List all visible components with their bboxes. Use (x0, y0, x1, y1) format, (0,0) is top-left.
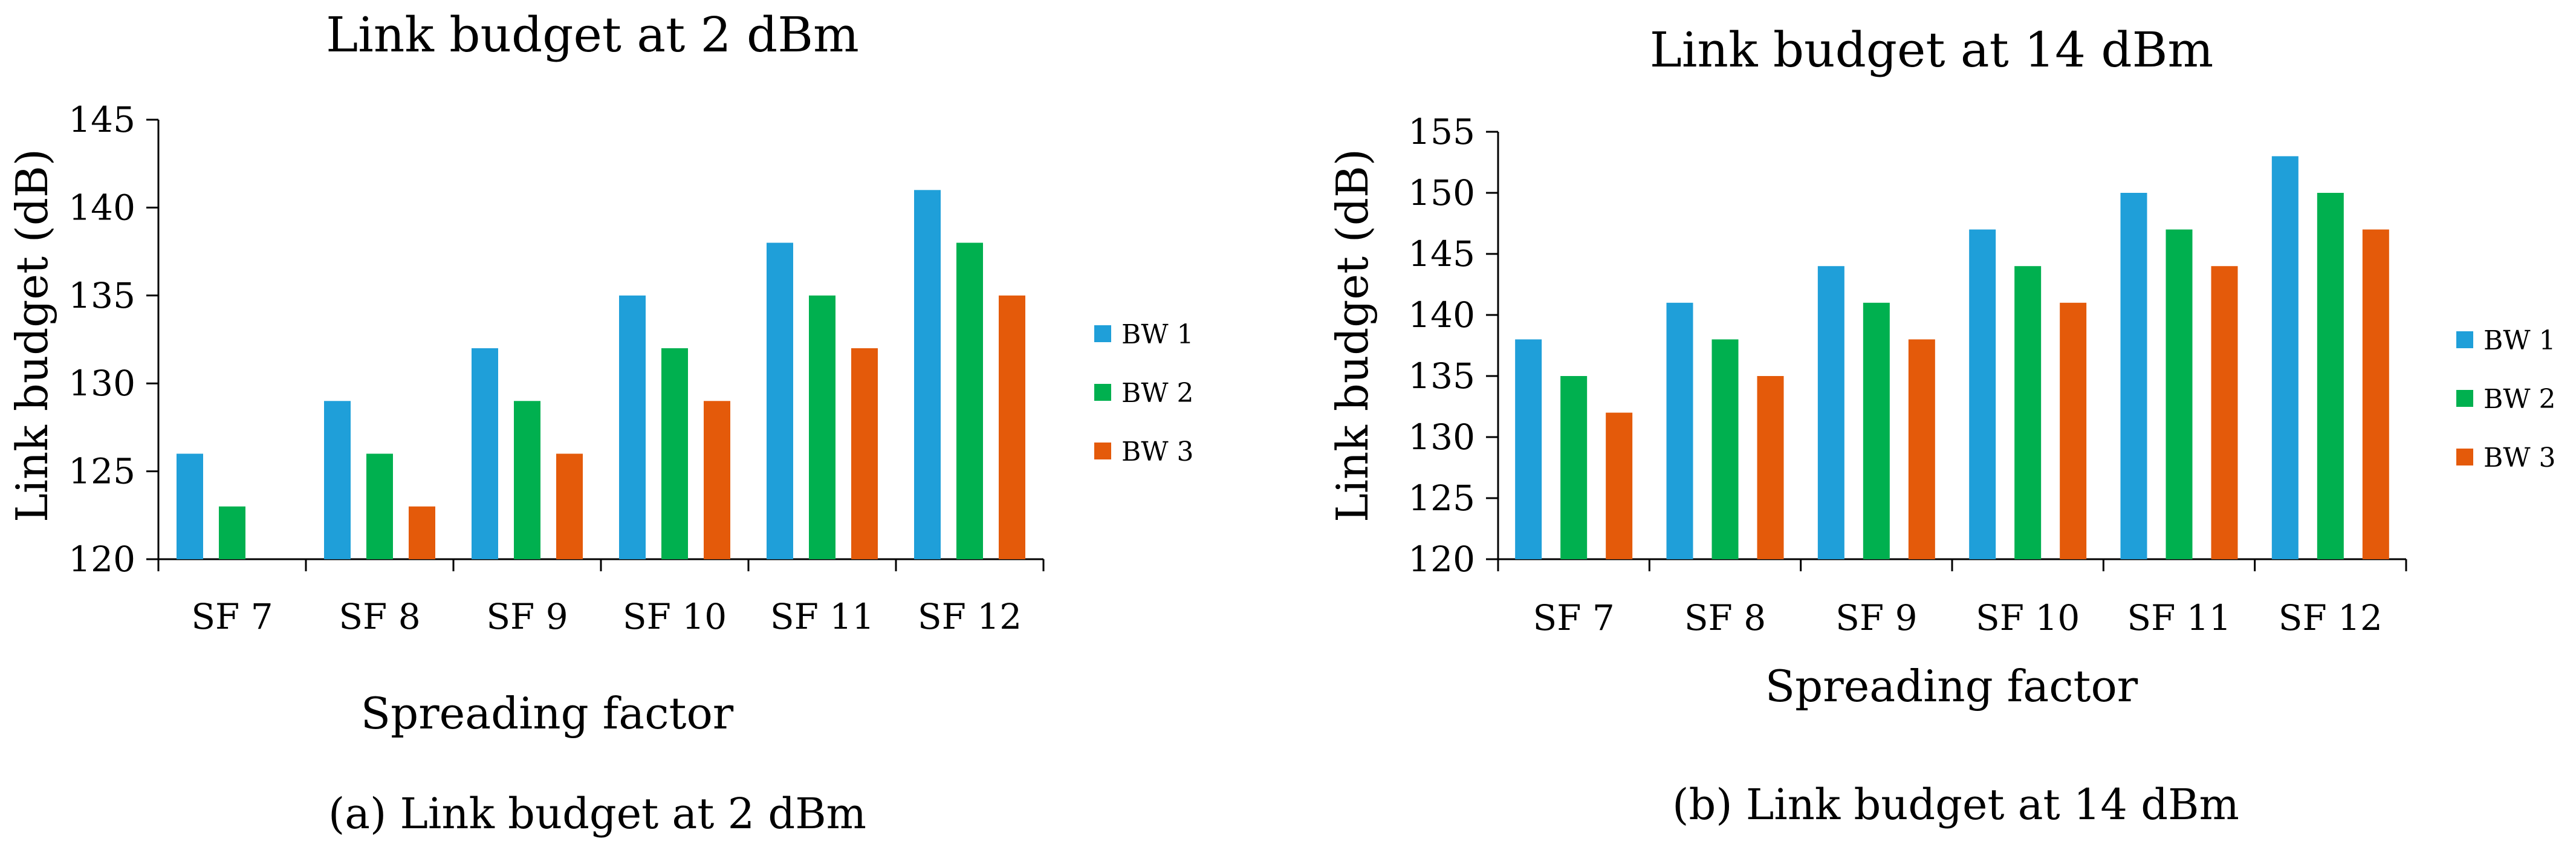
legend-swatch (2456, 331, 2473, 348)
y-tick-label: 125 (1408, 478, 1475, 519)
chart-a-x-axis-label: Spreading factor (361, 688, 734, 739)
y-tick-label: 155 (1408, 111, 1475, 152)
x-tick-label: SF 7 (191, 596, 273, 637)
bar-bw1-sf12 (914, 190, 941, 559)
y-tick-label: 140 (1408, 294, 1475, 336)
chart-b-x-ticks: SF 7 SF 8 SF 9 SF 10 SF 11 SF 12 (1497, 559, 2407, 638)
chart-b-title: Link budget at 14 dBm (1650, 22, 2214, 78)
chart-b: Link budget at 14 dBm Link budget (dB) 1… (1327, 22, 2556, 829)
x-tick-label: SF 11 (2127, 597, 2231, 638)
bar-bw2-sf12 (2317, 193, 2344, 559)
chart-a-bars (177, 190, 1025, 559)
bar-bw3-sf12 (2362, 229, 2389, 560)
y-tick-label: 125 (68, 451, 135, 492)
y-tick-label: 120 (1408, 539, 1475, 580)
y-tick-label: 150 (1408, 172, 1475, 213)
bar-bw1-sf7 (1515, 339, 1542, 559)
legend-label: BW 3 (2484, 443, 2556, 473)
y-tick-label: 145 (1408, 233, 1475, 274)
legend-swatch (1094, 443, 1111, 459)
y-tick-label: 120 (68, 539, 135, 580)
bar-bw1-sf10 (619, 295, 646, 559)
bar-bw1-sf7 (177, 453, 203, 559)
bar-bw3-sf11 (2211, 266, 2238, 559)
bar-bw3-sf9 (1908, 339, 1935, 559)
bar-bw2-sf10 (2014, 266, 2042, 559)
bar-bw2-sf8 (1711, 339, 1739, 559)
chart-a: Link budget at 2 dBm Link budget (dB) 12… (7, 7, 1194, 838)
y-tick-label: 135 (68, 275, 135, 316)
bar-bw3-sf10 (2060, 302, 2087, 559)
bar-bw1-sf12 (2271, 156, 2299, 559)
x-tick-label: SF 10 (1976, 597, 2080, 638)
bar-bw1-sf9 (1817, 266, 1844, 559)
legend-label: BW 3 (1121, 436, 1194, 467)
chart-b-bars (1515, 156, 2389, 560)
bar-bw3-sf11 (851, 348, 878, 559)
chart-a-y-ticks: 120 125 130 135 140 145 (68, 99, 158, 580)
x-tick-label: SF 8 (339, 596, 420, 637)
chart-b-legend: BW 1 BW 2 BW 3 (2456, 325, 2556, 473)
chart-a-x-ticks: SF 7 SF 8 SF 9 SF 10 SF 11 SF 12 (157, 559, 1045, 637)
bar-bw2-sf7 (1560, 376, 1588, 559)
bar-bw2-sf11 (2166, 229, 2193, 560)
x-tick-label: SF 7 (1533, 597, 1615, 638)
bar-bw2-sf11 (809, 295, 835, 559)
bar-bw1-sf8 (1666, 302, 1693, 559)
bar-bw1-sf11 (767, 242, 793, 559)
bar-bw2-sf9 (1863, 302, 1890, 559)
legend-label: BW 2 (1121, 378, 1194, 409)
x-tick-label: SF 11 (770, 596, 874, 637)
x-tick-label: SF 12 (2279, 597, 2383, 638)
chart-a-legend: BW 1 BW 2 BW 3 (1094, 319, 1194, 467)
legend-label: BW 1 (1121, 319, 1194, 350)
y-tick-label: 140 (68, 187, 135, 228)
y-tick-label: 130 (1408, 417, 1475, 458)
legend-swatch (1094, 384, 1111, 401)
bar-bw2-sf12 (956, 242, 983, 559)
chart-b-x-axis-label: Spreading factor (1765, 661, 2138, 712)
bar-bw2-sf7 (219, 506, 245, 559)
bar-bw2-sf10 (661, 348, 688, 559)
bar-bw1-sf9 (472, 348, 498, 559)
x-tick-label: SF 12 (918, 596, 1022, 637)
bar-bw3-sf8 (1757, 376, 1784, 559)
bar-bw3-sf12 (999, 295, 1025, 559)
y-tick-label: 145 (68, 99, 135, 140)
bar-bw1-sf8 (324, 401, 351, 559)
y-tick-label: 135 (1408, 355, 1475, 397)
y-tick-label: 130 (68, 363, 135, 404)
bar-bw3-sf10 (704, 401, 730, 559)
x-tick-label: SF 8 (1684, 597, 1766, 638)
legend-swatch (2456, 449, 2473, 465)
chart-a-title: Link budget at 2 dBm (326, 7, 859, 63)
chart-b-y-ticks: 120 125 130 135 140 145 150 155 (1408, 111, 1498, 580)
bar-bw3-sf8 (409, 506, 435, 559)
x-tick-label: SF 10 (623, 596, 727, 637)
bar-bw3-sf7 (1606, 412, 1633, 559)
legend-swatch (2456, 390, 2473, 407)
chart-b-caption: (b) Link budget at 14 dBm (1672, 780, 2239, 829)
bar-bw1-sf11 (2120, 193, 2147, 559)
x-tick-label: SF 9 (486, 596, 568, 637)
x-tick-label: SF 9 (1835, 597, 1917, 638)
bar-bw2-sf9 (514, 401, 540, 559)
bar-bw2-sf8 (366, 453, 393, 559)
bar-bw3-sf9 (556, 453, 583, 559)
legend-swatch (1094, 325, 1111, 342)
legend-label: BW 2 (2484, 384, 2556, 415)
bar-bw1-sf10 (1969, 229, 1996, 560)
chart-a-caption: (a) Link budget at 2 dBm (328, 789, 866, 838)
legend-label: BW 1 (2484, 325, 2556, 356)
chart-a-y-axis-label: Link budget (dB) (7, 149, 57, 522)
chart-b-y-axis-label: Link budget (dB) (1327, 149, 1378, 522)
